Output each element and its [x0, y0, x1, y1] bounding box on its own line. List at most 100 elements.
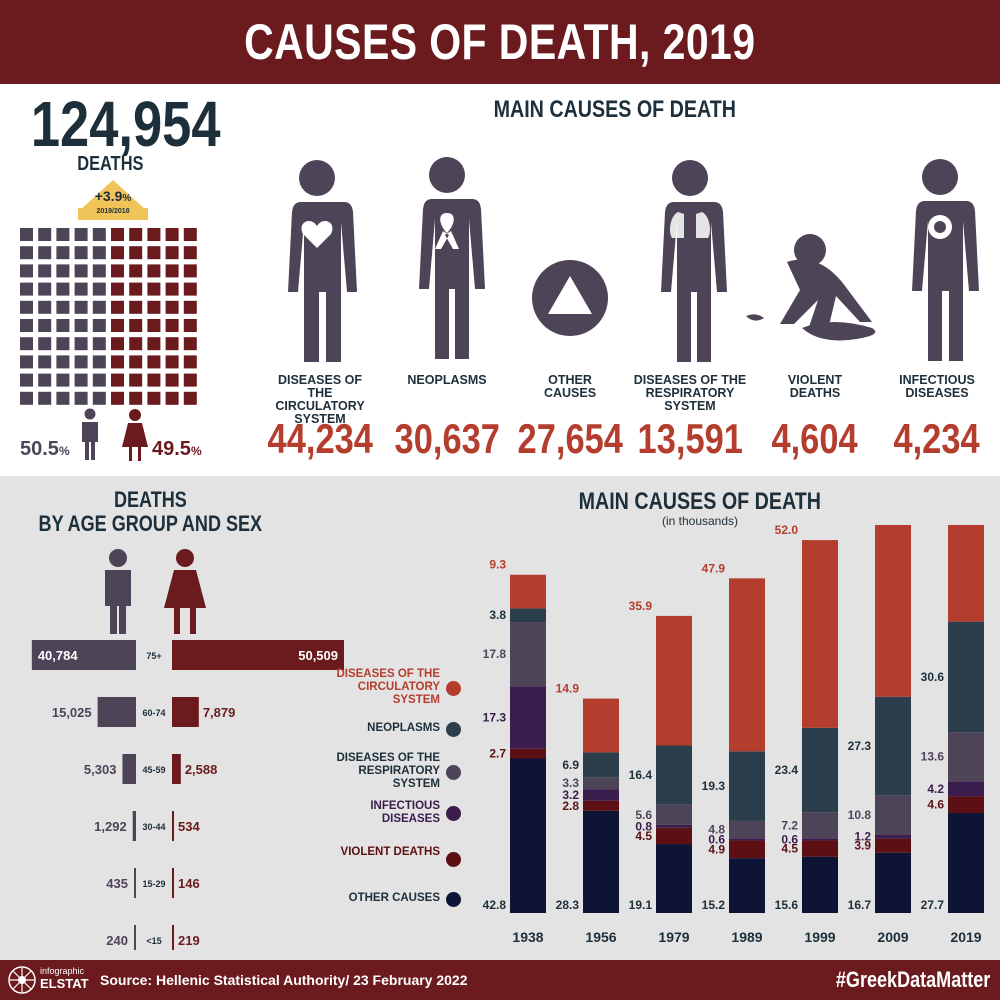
age-group-label: 30-44 — [142, 822, 165, 832]
stacked-bar-segment — [510, 608, 546, 623]
waffle-cell-female — [111, 355, 124, 369]
age-value-male: 240 — [106, 933, 128, 948]
waffle-cell-male — [38, 355, 52, 369]
legend-dot — [446, 852, 461, 867]
age-value-female: 219 — [178, 933, 200, 948]
waffle-cell-male — [92, 300, 106, 314]
stacked-chart-title: MAIN CAUSES OF DEATH — [578, 488, 822, 515]
waffle-cell-female — [183, 228, 197, 241]
waffle-cell-female — [183, 300, 197, 314]
total-deaths-label: DEATHS — [76, 153, 144, 175]
stacked-bar-value: 19.3 — [702, 779, 726, 793]
stacked-bar-segment — [875, 525, 911, 697]
stacked-bar-value: 1.2 — [854, 829, 871, 843]
stacked-bar-segment — [802, 812, 838, 839]
age-bar-male — [134, 925, 136, 950]
waffle-cell-male — [92, 282, 106, 296]
waffle-cell-male — [20, 264, 33, 278]
waffle-cell-female — [111, 391, 124, 405]
waffle-cell-male — [20, 337, 33, 351]
waffle-cell-female — [165, 373, 179, 387]
waffle-cell-male — [74, 391, 88, 405]
waffle-cell-male — [74, 264, 88, 278]
cause-label: NEOPLASMS — [407, 373, 487, 387]
waffle-cell-male — [74, 246, 88, 260]
stacked-bar-segment — [656, 804, 692, 825]
waffle-cell-male — [74, 300, 88, 314]
male-figure-icon — [105, 549, 131, 634]
age-bar-female — [172, 697, 199, 727]
waffle-cell-female — [165, 246, 179, 260]
stacked-bar-segment — [510, 686, 546, 749]
age-bar-female — [172, 811, 174, 841]
stacked-bar-segment — [510, 574, 546, 609]
stacked-bar-segment — [729, 858, 765, 913]
age-bar-male — [134, 868, 136, 898]
waffle-cell-male — [20, 228, 33, 241]
waffle-cell-male — [56, 355, 70, 369]
stacked-bar-value: 47.9 — [702, 561, 726, 575]
stacked-chart-subtitle: (in thousands) — [661, 514, 739, 528]
waffle-cell-male — [20, 391, 33, 405]
waffle-grid — [20, 228, 197, 405]
waffle-cell-female — [129, 228, 143, 241]
stacked-bar-value: 0.6 — [708, 832, 725, 846]
waffle-cell-female — [147, 300, 161, 314]
stacked-bar-segment — [510, 622, 546, 687]
female-figure-icon — [164, 549, 206, 634]
change-triangle-icon — [80, 180, 146, 210]
waffle-cell-male — [20, 319, 33, 332]
age-bar-chart: 40,784 50,509 75+ 15,025 7,879 60-74 5,303 2,58… — [31, 640, 344, 950]
stacked-bar-value: 4.5 — [635, 829, 652, 843]
stacked-bar-value: 28.3 — [556, 898, 580, 912]
age-bar-female — [172, 868, 174, 898]
legend-dot — [446, 680, 461, 696]
stacked-bar-segment — [583, 810, 619, 913]
page-title: CAUSES OF DEATH, 2019 — [244, 14, 756, 70]
waffle-cell-female — [147, 264, 161, 278]
waffle-cell-female — [147, 282, 161, 296]
waffle-cell-male — [38, 319, 52, 332]
waffle-cell-female — [147, 391, 161, 405]
waffle-cell-female — [165, 355, 179, 369]
waffle-cell-male — [38, 337, 52, 351]
waffle-cell-male — [74, 319, 88, 332]
stacked-bar-value: 30.6 — [921, 670, 945, 684]
waffle-cell-female — [165, 264, 179, 278]
waffle-cell-female — [129, 391, 143, 405]
legend-label: INFECTIOUS DISEASES — [370, 800, 440, 825]
header-banner: CAUSES OF DEATH, 2019 — [0, 0, 1000, 84]
stacked-bar-segment — [656, 824, 692, 828]
age-value-male: 15,025 — [52, 705, 92, 720]
cause-value: 4,604 — [771, 415, 859, 462]
waffle-cell-male — [56, 246, 70, 260]
stacked-bar-value: 6.9 — [562, 758, 579, 772]
waffle-cell-male — [20, 300, 33, 314]
cause-label: DISEASES OF THE RESPIRATORY SYSTEM — [633, 373, 747, 413]
x-tick-label: 2009 — [877, 929, 908, 945]
male-icon — [82, 408, 98, 460]
waffle-cell-female — [183, 337, 197, 351]
stacked-bar-value: 27.3 — [848, 739, 872, 753]
stacked-bar-value: 16.4 — [629, 768, 653, 782]
legend-label: OTHER CAUSES — [348, 892, 440, 904]
stacked-bar-value: 4.2 — [927, 782, 944, 796]
waffle-cell-female — [183, 355, 197, 369]
waffle-cell-male — [74, 373, 88, 387]
change-value: +3.9% — [94, 188, 132, 204]
stacked-bar-value: 14.9 — [556, 682, 580, 696]
cause-value: 30,637 — [394, 415, 500, 462]
cause-label: VIOLENT DEATHS — [787, 373, 843, 400]
stacked-bar-segment — [656, 827, 692, 845]
waffle-cell-female — [165, 337, 179, 351]
age-bar-male — [122, 754, 136, 784]
elstat-logo-icon — [8, 966, 36, 994]
stacked-bar-value: 15.2 — [702, 898, 726, 912]
age-value-male: 435 — [106, 876, 128, 891]
waffle-cell-female — [147, 355, 161, 369]
waffle-cell-female — [147, 228, 161, 241]
stacked-bar-segment — [802, 727, 838, 813]
stacked-bar-segment — [729, 838, 765, 841]
waffle-cell-male — [38, 373, 52, 387]
stacked-bar-value: 7.2 — [781, 818, 798, 832]
